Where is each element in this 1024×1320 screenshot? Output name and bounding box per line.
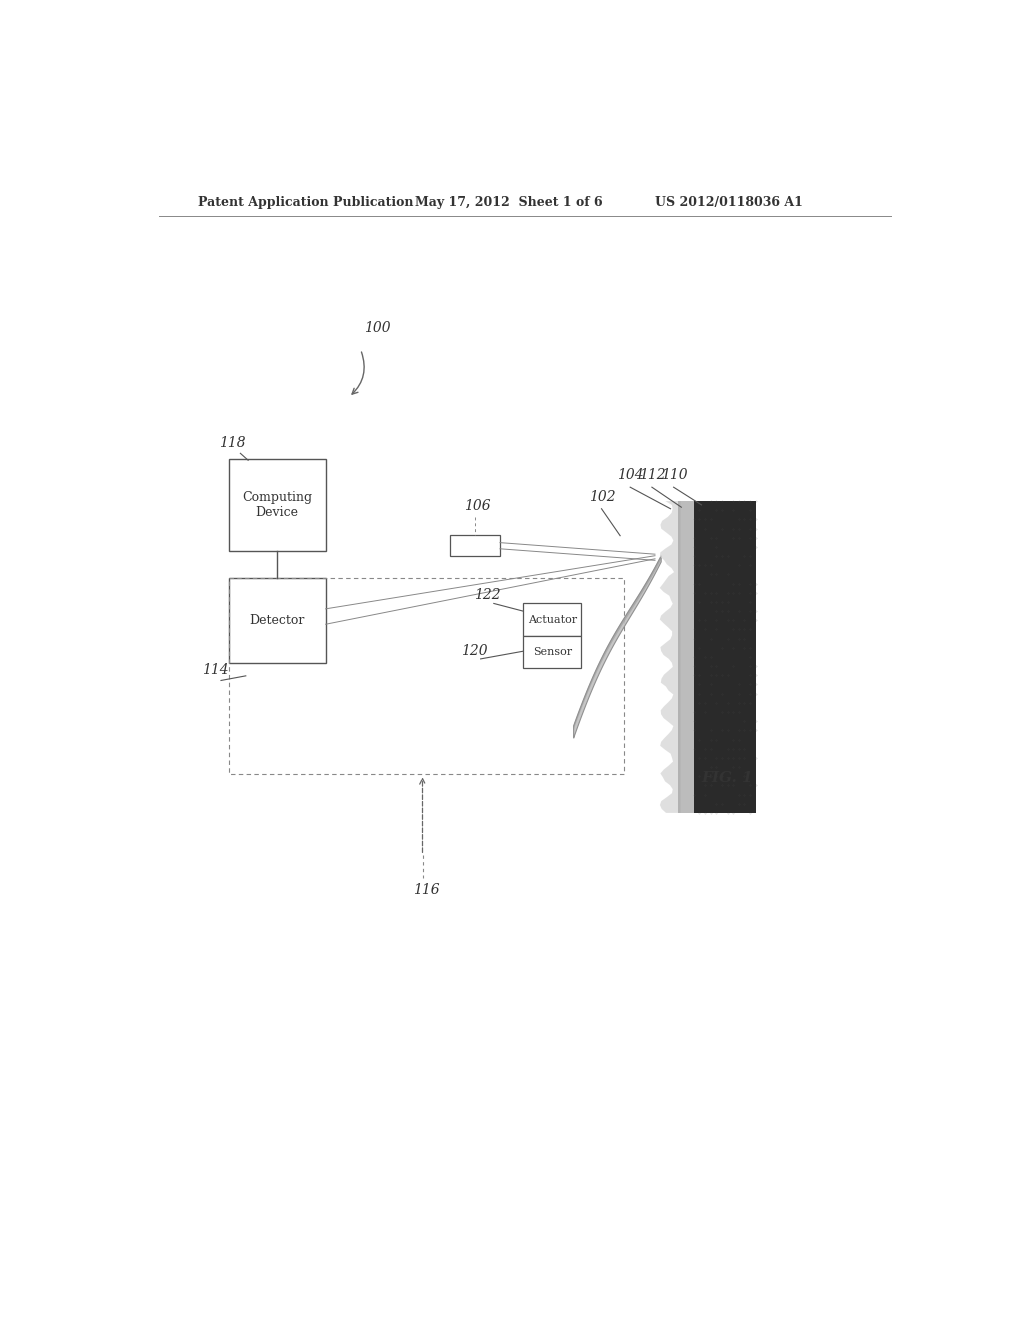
Polygon shape <box>573 554 662 730</box>
Bar <box>228 578 624 775</box>
Text: Actuator: Actuator <box>527 615 577 624</box>
Text: 112: 112 <box>640 469 667 483</box>
Bar <box>678 502 693 813</box>
Text: 120: 120 <box>461 644 487 659</box>
Polygon shape <box>659 502 681 813</box>
Text: 122: 122 <box>474 587 501 602</box>
Polygon shape <box>573 556 662 738</box>
Text: 102: 102 <box>589 490 615 504</box>
Text: Computing
Device: Computing Device <box>242 491 312 519</box>
Text: May 17, 2012  Sheet 1 of 6: May 17, 2012 Sheet 1 of 6 <box>415 195 602 209</box>
Text: Sensor: Sensor <box>532 647 571 657</box>
Bar <box>450 535 500 557</box>
Text: Detector: Detector <box>250 614 305 627</box>
Text: Patent Application Publication: Patent Application Publication <box>198 195 414 209</box>
Text: 116: 116 <box>414 883 440 896</box>
Text: 100: 100 <box>365 321 391 335</box>
Bar <box>523 636 582 668</box>
Text: FIG. 1: FIG. 1 <box>701 771 753 785</box>
Text: 114: 114 <box>202 664 228 677</box>
Bar <box>228 459 326 552</box>
Text: 104: 104 <box>617 469 644 483</box>
Text: US 2012/0118036 A1: US 2012/0118036 A1 <box>655 195 803 209</box>
Bar <box>693 502 756 813</box>
Bar <box>228 578 326 663</box>
Text: 118: 118 <box>219 436 246 450</box>
Bar <box>523 603 582 636</box>
Text: 106: 106 <box>464 499 490 512</box>
Text: 110: 110 <box>662 469 688 483</box>
